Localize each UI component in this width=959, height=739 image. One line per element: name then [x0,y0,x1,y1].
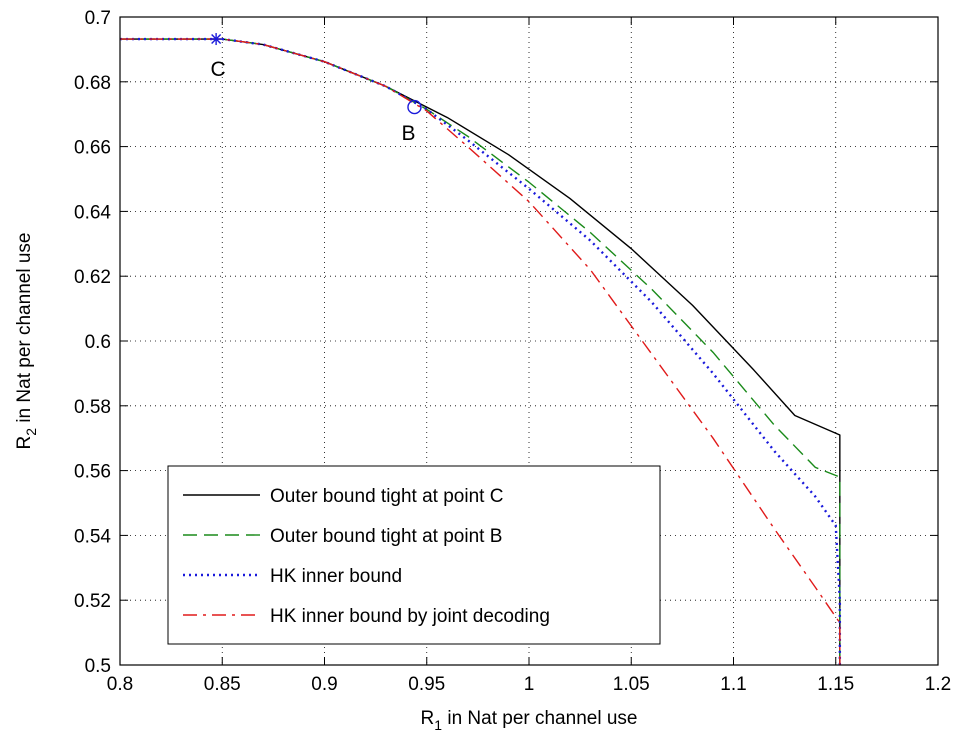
point-c-marker [210,33,223,46]
x-tick-label: 1.15 [817,674,854,695]
y-axis-label-main: R [14,436,35,450]
y-tick-label: 0.7 [85,8,111,29]
y-axis-label-sub: 2 [23,428,39,436]
x-tick-label: 0.85 [204,674,241,695]
y-tick-label: 0.5 [85,656,111,677]
y-tick-label: 0.66 [74,138,111,159]
x-tick-label: 0.9 [311,674,337,695]
series-group [120,37,842,665]
legend-label-3: HK inner bound [270,566,402,587]
series-line-1 [120,38,841,665]
y-tick-label: 0.54 [74,526,111,547]
x-tick-label: 1 [524,674,535,695]
point-b-marker [407,99,422,115]
y-tick-label: 0.68 [74,73,111,94]
legend-label-4: HK inner bound by joint decoding [270,606,550,627]
series-line-4 [120,38,841,665]
y-axis-label-rest: in Nat per channel use [14,233,35,428]
point-c-label: C [211,58,226,81]
point-b-label: B [401,122,415,145]
x-axis-label-main: R [421,708,435,729]
y-axis-label: R2 in Nat per channel use [14,233,39,450]
point-markers: CB [210,33,422,145]
y-tick-label: 0.56 [74,462,111,483]
legend: Outer bound tight at point C Outer bound … [167,465,661,645]
y-tick-label: 0.58 [74,397,111,418]
legend-label-2: Outer bound tight at point B [270,526,502,547]
legend-label-1: Outer bound tight at point C [270,486,503,507]
y-tick-label: 0.64 [74,202,111,223]
x-tick-label: 1.2 [925,674,951,695]
x-axis-label-rest: in Nat per channel use [442,708,637,729]
y-tick-label: 0.62 [74,267,111,288]
x-axis-label: R1 in Nat per channel use [421,708,638,733]
y-tick-label: 0.6 [85,332,111,353]
x-axis-label-sub: 1 [434,717,442,733]
x-tick-label: 0.95 [408,674,445,695]
x-tick-label: 0.8 [107,674,133,695]
x-tick-label: 1.1 [720,674,746,695]
x-tick-label: 1.05 [613,674,650,695]
axis-ticks: 0.8 0.85 0.9 0.95 1 1.05 1.1 1.15 1.2 0.5 0.52 0.54… [74,8,951,695]
y-tick-label: 0.52 [74,591,111,612]
